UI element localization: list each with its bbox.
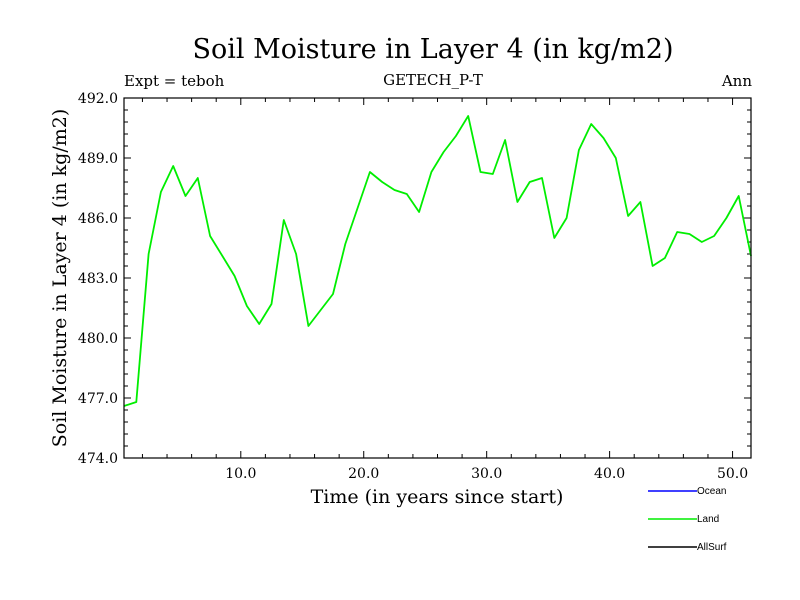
legend-label-land: Land [697,514,719,525]
x-tick-label: 10.0 [225,466,256,482]
axis-ticks [124,98,751,458]
expt-label: Expt = teboh [124,72,225,90]
series-line-land [123,115,752,407]
y-tick-label: 489.0 [78,151,118,167]
plot-frame [123,97,752,459]
period-label: Ann [721,72,752,90]
chart-title: Soil Moisture in Layer 4 (in kg/m2) [192,34,673,65]
x-tick-label: 30.0 [471,466,502,482]
y-tick-label: 480.0 [78,331,118,347]
x-tick-label: 40.0 [594,466,625,482]
series-layer [123,115,752,407]
axis-tick-labels: 10.0 20.0 30.0 40.0 50.0 474.0 477.0 480.0 483.0… [78,91,748,482]
chart-subtitle: GETECH_P-T [383,71,483,89]
x-tick-label: 50.0 [717,466,748,482]
y-tick-label: 483.0 [78,271,118,287]
y-tick-label: 492.0 [78,91,118,107]
y-tick-label: 477.0 [78,391,118,407]
legend-label-allsurf: AllSurf [697,542,727,553]
y-axis-label: Soil Moisture in Layer 4 (in kg/m2) [49,109,71,448]
legend: Ocean Land AllSurf [648,486,727,553]
x-tick-label: 20.0 [348,466,379,482]
legend-label-ocean: Ocean [697,486,726,497]
x-axis-label: Time (in years since start) [311,486,564,508]
y-tick-label: 474.0 [78,451,118,467]
y-tick-label: 486.0 [78,211,118,227]
